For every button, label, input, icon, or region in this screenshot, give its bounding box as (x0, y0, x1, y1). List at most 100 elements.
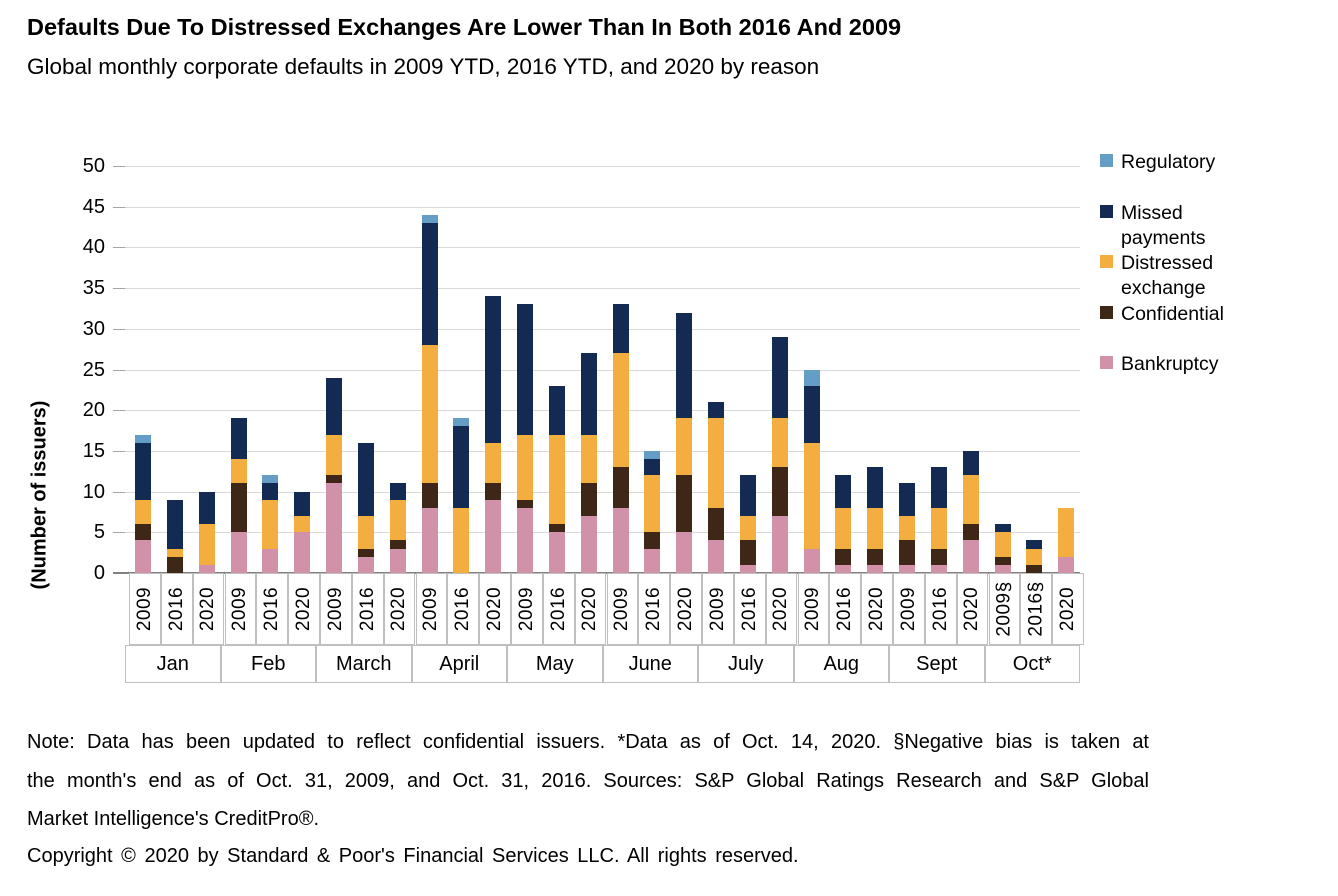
bar-Aug-2009-bankruptcy (803, 548, 820, 573)
x-month-cell-July: July (698, 645, 794, 683)
bar-April-2020-distressed_exchange (485, 442, 502, 484)
bar-May-2020-bankruptcy (580, 516, 597, 573)
bar-Jan-2016-confidential (166, 556, 183, 573)
bar-Jan-2009-regulatory (135, 434, 151, 443)
bar-July-2009-confidential (708, 507, 724, 541)
x-year-label: 2009 (611, 586, 633, 632)
bar-June-2016-regulatory (644, 450, 661, 460)
bar-Oct*-2009§-confidential (994, 556, 1011, 565)
bar-April-2016-distressed_exchange (453, 507, 470, 573)
legend-label-confidential: Confidential (1121, 303, 1224, 325)
bar-Jan-2016-missed_payments (166, 499, 183, 549)
gridline-45 (125, 206, 1080, 208)
bar-Sept-2009-distressed_exchange (899, 516, 915, 541)
bar-March-2009-bankruptcy (326, 483, 342, 573)
bar-April-2009-bankruptcy (421, 507, 438, 573)
bar-March-2016-distressed_exchange (357, 516, 374, 549)
bar-Sept-2020-confidential (962, 524, 979, 541)
bar-Aug-2016-confidential (835, 548, 852, 565)
x-year-cell-May-2009: 2009 (511, 573, 543, 645)
y-tick-label-45: 45 (82, 195, 105, 218)
bar-Aug-2009-missed_payments (803, 385, 820, 443)
bar-July-2009-missed_payments (708, 402, 724, 419)
bar-Aug-2016-bankruptcy (835, 564, 852, 573)
bar-Sept-2016-missed_payments (930, 467, 947, 508)
bar-Oct*-2020-distressed_exchange (1058, 507, 1075, 557)
bar-Aug-2020-missed_payments (867, 467, 884, 508)
bar-June-2020-distressed_exchange (676, 418, 693, 476)
x-month-cell-Aug: Aug (793, 645, 889, 683)
bar-April-2009-missed_payments (421, 222, 438, 346)
bar-May-2016-bankruptcy (548, 532, 565, 573)
bar-Sept-2009-bankruptcy (899, 564, 915, 573)
y-tick-30 (113, 328, 125, 330)
bar-June-2016-bankruptcy (644, 548, 661, 573)
y-tick-label-15: 15 (82, 439, 105, 462)
x-month-cell-June: June (602, 645, 698, 683)
legend-label-regulatory: Regulatory (1121, 151, 1216, 173)
bar-Feb-2009-confidential (230, 483, 247, 533)
x-year-cell-June-2020: 2020 (670, 573, 702, 645)
y-tick-40 (113, 247, 125, 249)
bar-Oct*-2016§-distressed_exchange (1026, 548, 1043, 565)
y-tick-label-20: 20 (82, 399, 105, 422)
bar-Jan-2009-bankruptcy (135, 540, 151, 573)
x-year-label: 2016 (356, 586, 378, 632)
x-year-label: 2020 (1057, 586, 1079, 632)
y-tick-label-0: 0 (93, 562, 105, 584)
bar-Oct*-2016§-confidential (1026, 564, 1043, 573)
bar-June-2016-distressed_exchange (644, 475, 661, 533)
x-year-label: 2020 (293, 586, 315, 632)
bar-Aug-2020-bankruptcy (867, 564, 884, 573)
x-year-cell-April-2016: 2016 (447, 573, 480, 645)
bar-May-2020-missed_payments (580, 353, 597, 435)
bar-April-2009-regulatory (421, 214, 438, 223)
x-year-cell-April-2020: 2020 (479, 573, 511, 645)
bar-March-2016-missed_payments (357, 442, 374, 516)
x-year-cell-Oct*-2016§: 2016§ (1020, 573, 1053, 645)
x-month-cell-Feb: Feb (220, 645, 316, 683)
x-year-label: 2009 (897, 586, 919, 632)
bar-May-2016-confidential (548, 524, 565, 533)
bar-Feb-2016-regulatory (262, 475, 279, 484)
legend-swatch-regulatory (1100, 154, 1113, 167)
x-year-cell-May-2020: 2020 (574, 573, 607, 645)
legend-swatch-confidential (1100, 306, 1113, 319)
gridline-10 (125, 491, 1080, 493)
bar-April-2009-distressed_exchange (421, 345, 438, 484)
bar-Feb-2016-bankruptcy (262, 548, 279, 573)
x-year-label: 2009 (420, 586, 442, 632)
bar-May-2016-distressed_exchange (548, 434, 565, 525)
footnote-line-2: the month's end as of Oct. 31, 2009, and… (27, 769, 1149, 792)
bar-March-2020-missed_payments (389, 483, 406, 500)
bar-June-2009-distressed_exchange (612, 353, 629, 468)
x-year-label: 2020 (484, 586, 506, 632)
footnote: Note: Data has been updated to reflect c… (27, 723, 1149, 839)
bar-April-2020-bankruptcy (485, 499, 502, 573)
bar-Jan-2020-bankruptcy (198, 564, 215, 573)
x-year-cell-Jan-2016: 2016 (160, 573, 193, 645)
bar-Feb-2016-distressed_exchange (262, 499, 279, 549)
bar-Jan-2009-missed_payments (135, 442, 151, 500)
bar-Jan-2020-distressed_exchange (198, 524, 215, 565)
x-year-cell-Sept-2009: 2009 (893, 573, 925, 645)
bar-Sept-2009-missed_payments (899, 483, 915, 516)
bar-July-2020-distressed_exchange (771, 418, 788, 468)
gridline-5 (125, 532, 1080, 534)
bar-Aug-2020-distressed_exchange (867, 507, 884, 549)
x-year-cell-Aug-2020: 2020 (861, 573, 893, 645)
bar-June-2016-missed_payments (644, 459, 661, 476)
footnote-line-3: Market Intelligence's CreditPro®. (27, 808, 320, 831)
x-year-label: 2016§ (1025, 581, 1047, 637)
bar-Feb-2020-missed_payments (294, 491, 311, 516)
bar-Jan-2016-distressed_exchange (166, 548, 183, 557)
x-year-label: 2020 (388, 586, 410, 632)
x-month-cell-April: April (411, 645, 507, 683)
x-year-label: 2020 (579, 586, 601, 632)
y-tick-label-40: 40 (82, 236, 105, 259)
bar-Jan-2009-confidential (135, 524, 151, 541)
x-month-cell-Sept: Sept (889, 645, 985, 683)
y-tick-15 (113, 450, 125, 452)
legend-item-missed_payments: Missed payments (1100, 201, 1270, 251)
